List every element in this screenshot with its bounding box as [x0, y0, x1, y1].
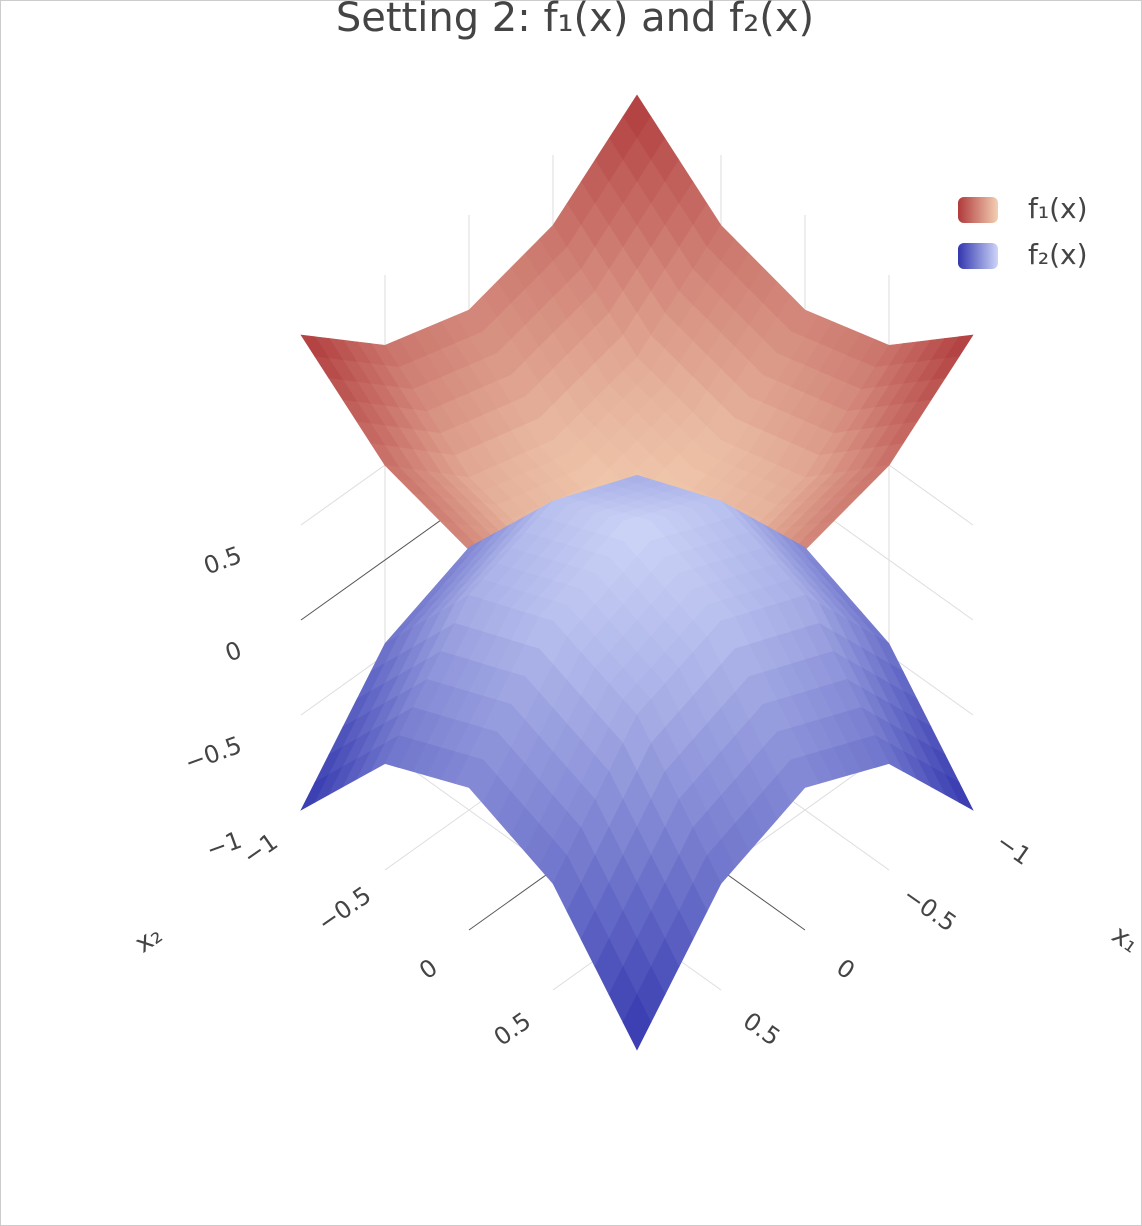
legend-label: f₂(x) [1028, 238, 1088, 271]
surface-patch [622, 993, 652, 1051]
y-tick-label: 0 [414, 953, 443, 985]
y-tick-label: −1 [238, 828, 283, 871]
z-tick-label: 0 [222, 636, 246, 668]
z-tick-label: −0.5 [181, 731, 245, 777]
legend-label: f₁(x) [1028, 192, 1088, 225]
x-tick-label: 0 [831, 953, 860, 985]
z-tick-label: 0.5 [200, 541, 245, 580]
y-tick-label: −0.5 [313, 881, 377, 937]
y-tick-label: 0.5 [489, 1007, 536, 1052]
x-tick-label: 0.5 [738, 1007, 785, 1052]
legend-icon [958, 197, 998, 223]
x-axis-title: x₁ [1106, 920, 1142, 959]
z-tick-label: −1 [203, 826, 246, 864]
legend-icon [958, 243, 998, 269]
y-axis-title: x₂ [130, 920, 168, 959]
x-tick-label: −0.5 [898, 881, 962, 937]
x-tick-label: −1 [991, 828, 1036, 871]
chart-title: Setting 2: f₁(x) and f₂(x) [336, 0, 814, 41]
